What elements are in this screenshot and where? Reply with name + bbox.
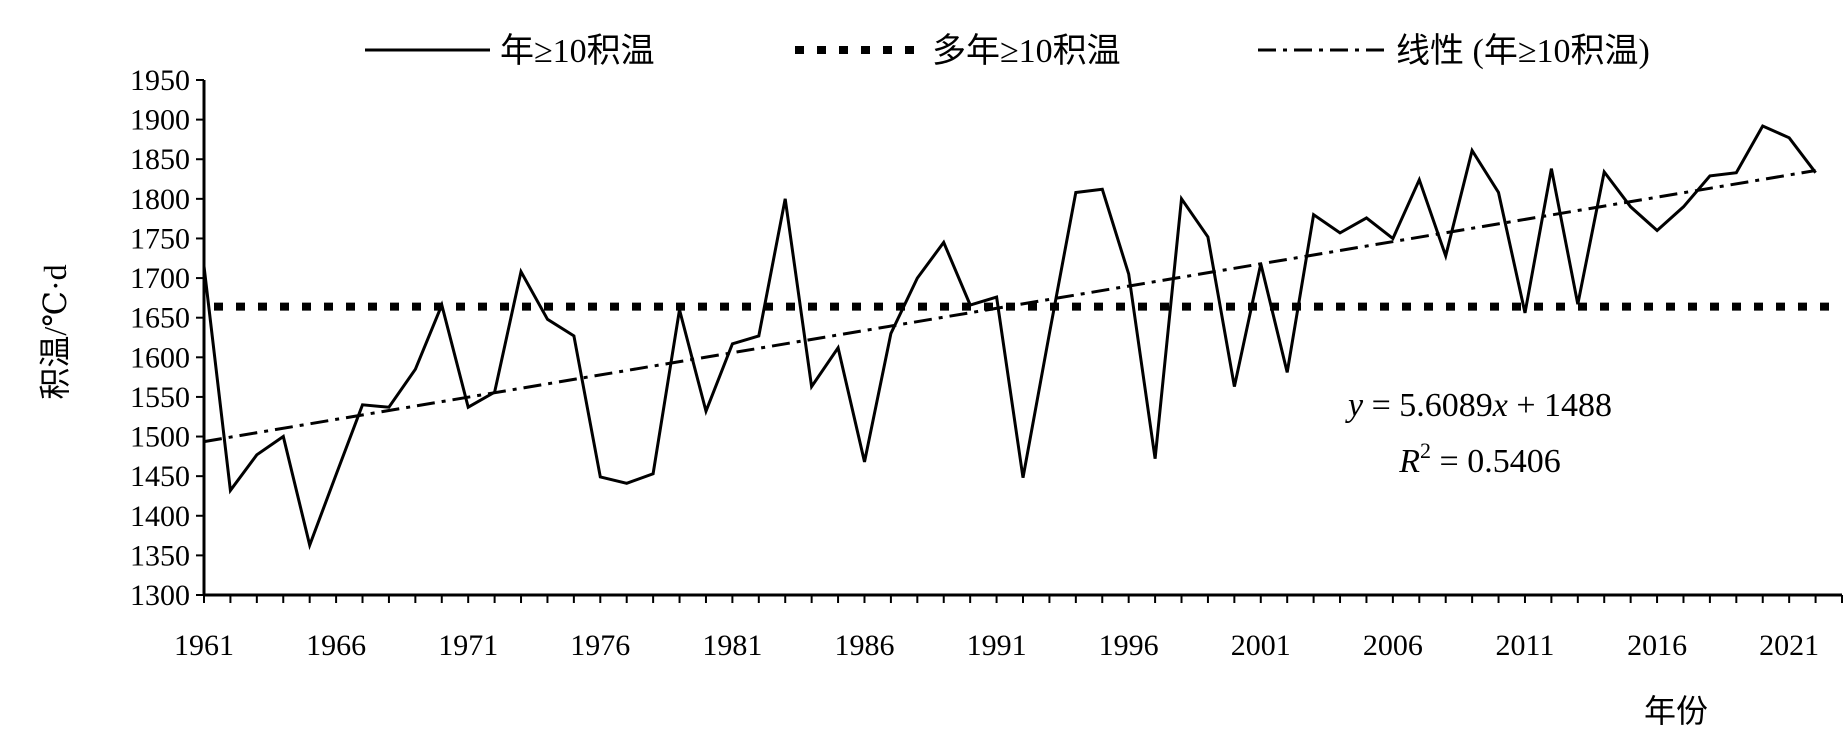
legend-label-annual: 年≥10积温	[500, 32, 655, 70]
y-tick-label: 1500	[130, 421, 190, 454]
y-tick-label: 1400	[130, 500, 190, 533]
y-tick-label: 1700	[130, 262, 190, 295]
x-axis-label: 年份	[1644, 693, 1708, 729]
y-tick-label: 1800	[130, 183, 190, 216]
x-tick-label: 2011	[1496, 629, 1555, 662]
x-tick-label: 1966	[306, 629, 366, 662]
y-tick-label: 1950	[130, 64, 190, 97]
y-tick-label: 1550	[130, 381, 190, 414]
x-tick-label: 2001	[1231, 629, 1291, 662]
y-tick-label: 1600	[130, 341, 190, 374]
x-tick-label: 1961	[174, 629, 234, 662]
trend-equation: y = 5.6089x + 1488 R2 = 0.5406	[1345, 387, 1612, 480]
y-tick-label: 1750	[130, 222, 190, 255]
r-squared-line: R2 = 0.5406	[1398, 438, 1560, 480]
y-axis-label: 积温/℃·d	[37, 264, 73, 399]
y-tick-label: 1350	[130, 539, 190, 572]
y-tick-label: 1850	[130, 143, 190, 176]
legend-label-mean: 多年≥10积温	[932, 32, 1121, 70]
x-tick-label: 1991	[967, 629, 1027, 662]
x-tick-label: 1996	[1099, 629, 1159, 662]
x-tick-label: 1976	[570, 629, 630, 662]
x-tick-label: 2006	[1363, 629, 1423, 662]
y-ticks: 1300 1350 1400 1450 1500 1550 1600 1650 1700 1750…	[130, 64, 204, 612]
series-trend-line	[203, 169, 1816, 444]
x-tick-label: 2016	[1627, 629, 1687, 662]
series-annual-line	[202, 124, 1817, 551]
series-layer	[202, 124, 1832, 551]
legend: 年≥10积温 多年≥10积温 线性 (年≥10积温)	[365, 32, 1650, 70]
x-ticks: 1961 1966 1971 1976 1981 1986 1991 1996 2001 2006…	[174, 595, 1843, 662]
x-tick-label: 2021	[1759, 629, 1819, 662]
equation-line: y = 5.6089x + 1488	[1345, 387, 1612, 424]
y-tick-label: 1650	[130, 302, 190, 335]
y-tick-label: 1900	[130, 104, 190, 137]
y-tick-label: 1300	[130, 579, 190, 612]
x-tick-label: 1981	[702, 629, 762, 662]
x-tick-label: 1986	[834, 629, 894, 662]
x-tick-label: 1971	[438, 629, 498, 662]
legend-label-trend: 线性 (年≥10积温)	[1396, 32, 1650, 70]
y-tick-label: 1450	[130, 460, 190, 493]
